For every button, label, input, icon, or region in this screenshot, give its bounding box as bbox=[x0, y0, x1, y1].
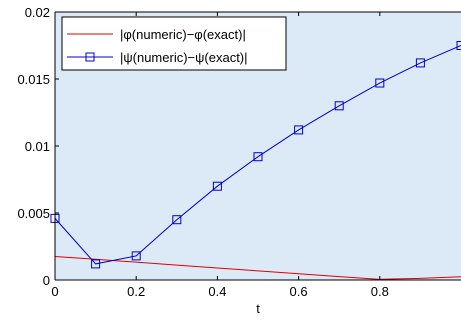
y-tick-label: 0.015 bbox=[17, 72, 50, 87]
legend-marker-psi bbox=[85, 52, 95, 62]
x-axis-label: t bbox=[256, 301, 260, 316]
y-tick-label: 0.01 bbox=[25, 139, 50, 154]
legend-entry-psi: |ψ(numeric)−ψ(exact)| bbox=[120, 50, 248, 65]
x-tick-label: 0.8 bbox=[371, 284, 389, 299]
x-tick-label: 0 bbox=[51, 284, 58, 299]
y-tick-label: 0.02 bbox=[25, 5, 50, 20]
series-line-1 bbox=[54, 45, 461, 265]
legend-entry-phi: |φ(numeric)−φ(exact)| bbox=[120, 27, 246, 42]
x-tick-label: 0.4 bbox=[208, 284, 226, 299]
data-point-1-7 bbox=[334, 101, 344, 111]
data-point-1-1 bbox=[91, 259, 101, 269]
x-tick-label: 0.2 bbox=[127, 284, 145, 299]
data-point-1-8 bbox=[375, 78, 385, 88]
data-point-1-5 bbox=[253, 152, 263, 162]
x-tick-label: 0.6 bbox=[290, 284, 308, 299]
data-point-1-2 bbox=[131, 251, 141, 261]
data-point-1-4 bbox=[212, 181, 222, 191]
data-point-1-3 bbox=[172, 215, 182, 225]
data-point-1-10 bbox=[456, 41, 461, 50]
y-tick-label: 0 bbox=[43, 273, 50, 288]
series-line-0 bbox=[54, 256, 461, 280]
y-tick-label: 0.005 bbox=[17, 206, 50, 221]
data-point-1-6 bbox=[294, 125, 304, 135]
data-point-1-9 bbox=[415, 58, 425, 68]
legend-box bbox=[61, 16, 287, 71]
legend: |φ(numeric)−φ(exact)| |ψ(numeric)−ψ(exac… bbox=[61, 16, 287, 71]
